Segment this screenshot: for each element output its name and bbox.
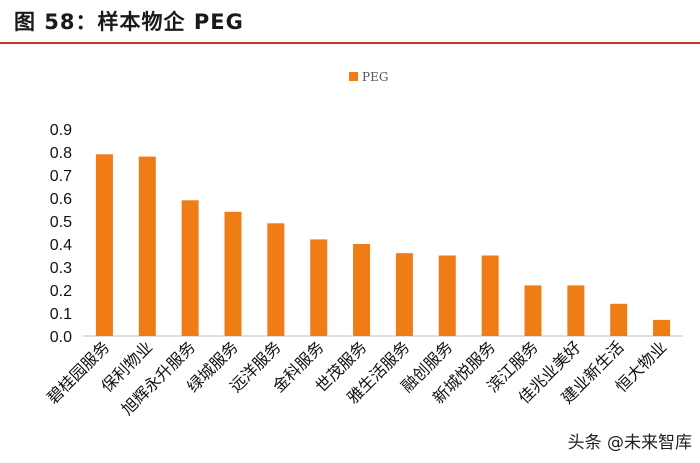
y-tick-label: 0.3 — [50, 260, 72, 277]
y-tick-label: 0.0 — [50, 329, 72, 346]
bar — [353, 244, 371, 336]
bar — [481, 255, 499, 336]
bar — [267, 223, 285, 336]
y-tick-label: 0.6 — [50, 191, 72, 208]
bar — [653, 319, 671, 336]
bar — [138, 156, 156, 336]
figure-title: 图 58：样本物企 PEG — [14, 10, 244, 34]
bar — [181, 200, 199, 336]
bar — [224, 211, 242, 336]
bar — [395, 253, 413, 336]
y-tick-label: 0.8 — [50, 145, 72, 162]
legend-label: PEG — [362, 70, 388, 84]
chart-area: PEG 0.0 0.1 0.2 0.3 0.4 0.5 0.6 0.7 0.8 0.9 碧桂园服务 保利… — [0, 50, 700, 463]
y-tick-label: 0.4 — [50, 237, 72, 254]
y-tick-label: 0.5 — [50, 214, 72, 231]
figure-header: 图 58：样本物企 PEG — [0, 0, 700, 44]
header-divider — [0, 42, 700, 44]
legend-swatch — [349, 72, 358, 81]
bar — [567, 285, 585, 336]
bar — [610, 303, 628, 336]
x-tick-label: 碧桂园服务 — [43, 337, 113, 407]
y-tick-label: 0.2 — [50, 283, 72, 300]
bar — [95, 154, 113, 336]
peg-bar-chart: PEG0.00.10.20.30.40.50.60.70.80.9碧桂园服务保利… — [43, 70, 683, 419]
watermark: 头条 @未来智库 — [567, 433, 692, 453]
bar — [310, 239, 328, 336]
y-tick-label: 0.1 — [50, 306, 72, 323]
y-tick-label: 0.7 — [50, 168, 72, 185]
bar — [524, 285, 542, 336]
y-tick-label: 0.9 — [50, 122, 72, 139]
bar — [438, 255, 456, 336]
